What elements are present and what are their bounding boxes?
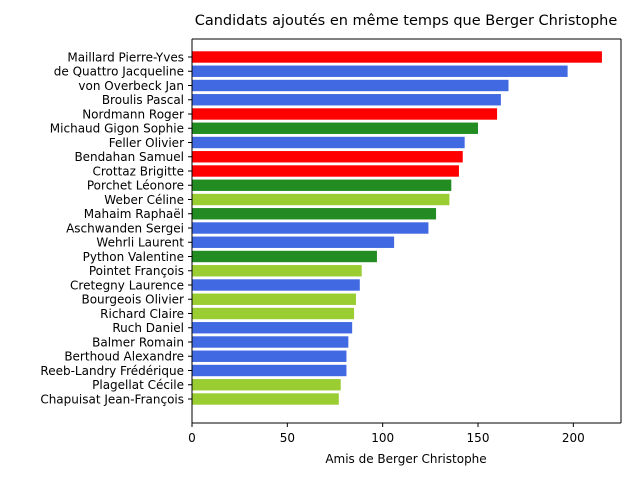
y-tick-label: Plagellat Cécile [92, 378, 184, 392]
y-tick-label: von Overbeck Jan [78, 79, 184, 93]
bar [192, 293, 356, 305]
y-tick-label: Nordmann Roger [82, 107, 184, 121]
axes-frame [191, 38, 622, 424]
x-tick-label: 100 [371, 431, 394, 445]
bar [192, 179, 452, 191]
bar [192, 336, 349, 348]
y-tick-label: Bourgeois Olivier [81, 293, 184, 307]
bar [192, 250, 377, 263]
bars-group [192, 51, 602, 405]
bar [192, 79, 509, 92]
y-tick-label: Ruch Daniel [112, 321, 184, 335]
y-tick-label: Aschwanden Sergei [66, 221, 184, 235]
bar [192, 265, 362, 277]
y-tick-label: Richard Claire [100, 307, 184, 321]
bar [192, 279, 360, 291]
y-tick-label: de Quattro Jacqueline [54, 65, 184, 79]
y-tick-label: Crottaz Brigitte [92, 164, 184, 178]
bar [192, 364, 347, 377]
bar [192, 151, 463, 163]
y-tick-label: Feller Olivier [109, 136, 184, 150]
x-tick-label: 0 [188, 431, 196, 445]
x-axis-ticks: 0 50 100 150 200 [188, 423, 585, 445]
bar [192, 65, 568, 77]
y-tick-label: Wehrli Laurent [96, 236, 184, 250]
bar [192, 165, 459, 177]
x-axis-label: Amis de Berger Christophe [325, 452, 486, 466]
bar [192, 379, 341, 391]
x-tick-label: 150 [467, 431, 490, 445]
y-tick-label: Weber Céline [104, 193, 184, 207]
bar [192, 122, 478, 134]
bar [192, 193, 450, 206]
bar [192, 350, 347, 362]
y-tick-label: Bendahan Samuel [74, 150, 184, 164]
y-tick-label: Mahaim Raphaël [84, 207, 184, 221]
bar [192, 307, 355, 320]
bar [192, 393, 339, 405]
y-tick-label: Chapuisat Jean-François [40, 392, 184, 406]
bar [192, 322, 353, 334]
y-tick-label: Berthoud Alexandre [64, 350, 184, 364]
y-tick-label: Michaud Gigon Sophie [50, 122, 184, 136]
bar [192, 51, 602, 63]
bar [192, 136, 465, 149]
y-tick-label: Maillard Pierre-Yves [67, 50, 184, 64]
y-tick-label: Balmer Romain [92, 335, 184, 349]
y-tick-label: Pointet François [89, 264, 184, 278]
y-tick-label: Broulis Pascal [102, 93, 184, 107]
bar [192, 208, 437, 220]
bar [192, 108, 498, 120]
x-tick-label: 200 [562, 431, 585, 445]
bar [192, 236, 395, 248]
bar [192, 222, 429, 234]
y-tick-label: Python Valentine [83, 250, 184, 264]
y-tick-label: Reeb-Landry Frédérique [40, 364, 184, 378]
bar [192, 94, 501, 106]
y-tick-label: Cretegny Laurence [70, 278, 184, 292]
chart-title: Candidats ajoutés en même temps que Berg… [195, 13, 618, 29]
x-tick-label: 50 [280, 431, 295, 445]
y-tick-label: Porchet Léonore [87, 179, 184, 193]
